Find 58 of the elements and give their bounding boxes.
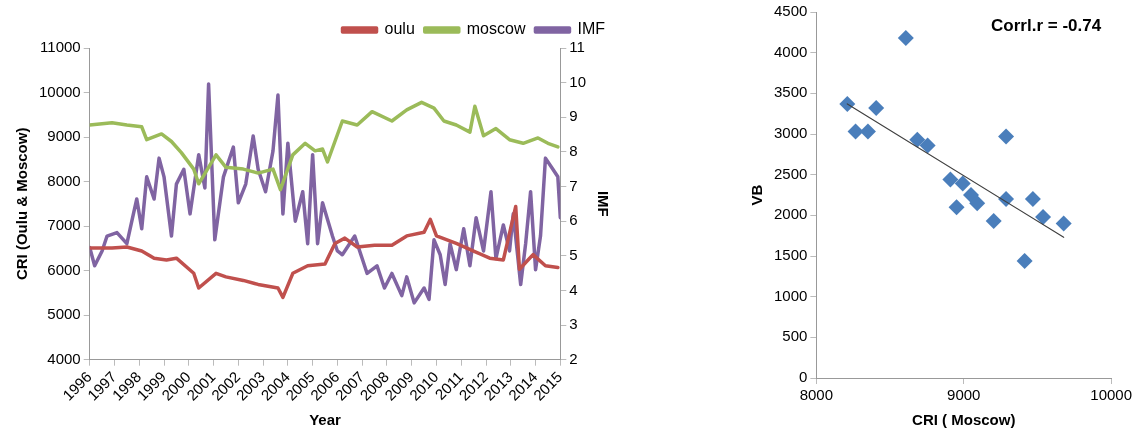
y2-tick-label: 7 — [569, 176, 578, 194]
y2-tick-label: 8 — [569, 142, 578, 160]
point — [942, 171, 959, 188]
x-axis-title: Year — [309, 411, 342, 429]
y-tick-label: 4000 — [773, 42, 808, 60]
point — [1016, 252, 1033, 269]
x-tick-label: 10000 — [1090, 386, 1132, 404]
y-tick-label: 4500 — [773, 2, 808, 20]
legend-label: moscow — [466, 20, 526, 38]
y-tick-label: 11000 — [40, 38, 81, 56]
y2-tick-label: 5 — [569, 245, 578, 263]
point — [868, 99, 885, 116]
y-tick-label: 1000 — [773, 286, 808, 304]
y-tick-label: 500 — [782, 327, 808, 345]
point — [897, 30, 914, 47]
y-tick-label: 4000 — [47, 349, 81, 367]
point — [969, 195, 986, 212]
point — [962, 187, 979, 203]
y-tick-label: 9000 — [47, 127, 81, 145]
point — [859, 123, 876, 140]
y-tick-label: 3000 — [773, 124, 808, 142]
point — [1024, 191, 1041, 208]
y-tick-label: 2000 — [773, 205, 808, 223]
point — [847, 123, 864, 140]
legend-label: IMF — [577, 20, 606, 38]
y2-tick-label: 4 — [569, 280, 578, 298]
point — [954, 175, 971, 192]
x-tick-label: 8000 — [799, 386, 834, 404]
y2-tick-label: 6 — [569, 211, 578, 229]
y-tick-label: 3500 — [773, 83, 808, 101]
y2-axis-title: IMF — [594, 190, 612, 217]
point — [998, 128, 1015, 145]
y-tick-label: 6000 — [47, 260, 81, 278]
y2-tick-label: 9 — [569, 107, 578, 125]
point — [1035, 208, 1052, 225]
point — [919, 137, 936, 154]
y2-tick-label: 11 — [569, 38, 585, 56]
y2-tick-label: 2 — [569, 349, 578, 367]
x-tick-label: 9000 — [947, 386, 981, 404]
y-tick-label: 5000 — [47, 305, 81, 323]
point — [948, 199, 965, 216]
point — [839, 95, 856, 112]
y-tick-label: 2500 — [773, 164, 808, 182]
y-axis-title: CRI (Oulu & Moscow) — [13, 127, 31, 281]
y-axis-title: VB — [748, 184, 766, 206]
y2-tick-label: 10 — [569, 72, 586, 90]
legend-label: oulu — [384, 20, 415, 38]
point — [1055, 215, 1072, 232]
y-tick-label: 1500 — [773, 246, 808, 264]
point — [985, 213, 1002, 230]
annotation: Corrl.r = -0.74 — [991, 16, 1102, 36]
x-axis-title: CRI ( Moscow) — [912, 411, 1016, 429]
y-tick-label: 10000 — [38, 82, 81, 100]
y2-tick-label: 3 — [569, 315, 578, 333]
y-tick-label: 7000 — [47, 216, 81, 234]
y-tick-label: 0 — [799, 368, 808, 386]
point — [909, 131, 926, 148]
y-tick-label: 8000 — [47, 171, 81, 189]
